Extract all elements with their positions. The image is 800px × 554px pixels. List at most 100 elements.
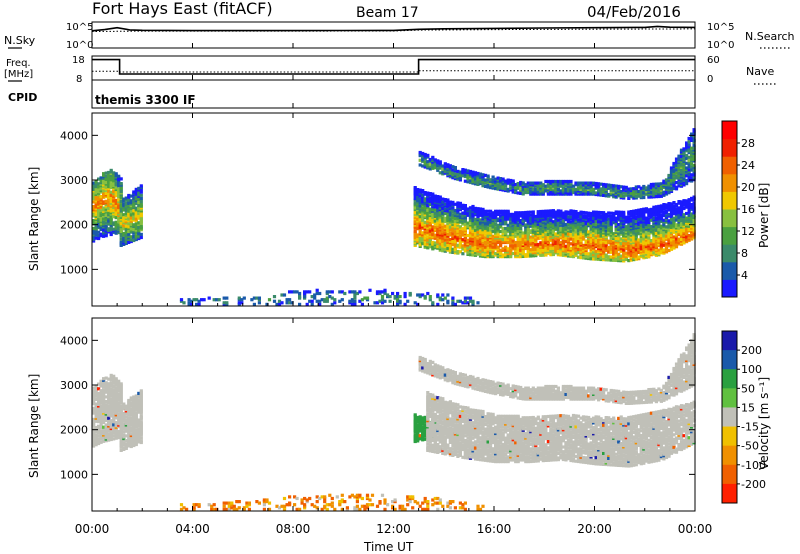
- cell: [589, 211, 593, 216]
- cell: [607, 185, 611, 189]
- cell: [672, 165, 676, 169]
- cell: [92, 226, 96, 231]
- cell: [476, 301, 480, 305]
- cell: [571, 217, 576, 221]
- cell: [436, 167, 440, 171]
- cell: [634, 194, 638, 198]
- cell: [614, 216, 618, 220]
- power-cbar-bin-6: [722, 173, 737, 192]
- cell: [564, 187, 568, 191]
- cell: [237, 301, 241, 305]
- cell: [519, 242, 523, 246]
- cell: [293, 290, 297, 294]
- cell: [549, 246, 553, 250]
- cell: [644, 227, 648, 231]
- cell: [122, 430, 126, 434]
- cell: [539, 181, 543, 185]
- cell: [581, 256, 586, 260]
- cell: [418, 197, 422, 202]
- cell: [679, 241, 684, 245]
- cell: [571, 187, 576, 191]
- cell: [584, 225, 588, 229]
- cell: [634, 224, 638, 228]
- cell: [629, 238, 633, 242]
- cell: [672, 238, 676, 242]
- cell: [546, 209, 550, 213]
- cell: [124, 198, 128, 202]
- cell: [669, 233, 674, 237]
- cell: [609, 233, 613, 237]
- cell: [581, 237, 586, 241]
- cell: [589, 226, 593, 230]
- cell: [599, 236, 603, 240]
- cell: [649, 186, 653, 190]
- cell: [674, 202, 679, 207]
- cell: [519, 244, 523, 248]
- cell: [531, 213, 535, 217]
- cell: [685, 171, 689, 175]
- cell: [134, 222, 138, 226]
- cell: [674, 245, 679, 249]
- cell: [574, 181, 578, 185]
- cell: [107, 404, 111, 408]
- cell: [624, 192, 628, 196]
- cell: [531, 210, 535, 214]
- cell: [431, 160, 435, 164]
- cell: [637, 244, 641, 248]
- cell: [119, 211, 123, 215]
- cell: [252, 302, 256, 306]
- cell: [642, 189, 646, 193]
- cell: [556, 226, 560, 230]
- cell: [481, 239, 485, 243]
- cell: [466, 296, 470, 300]
- cell: [639, 208, 643, 212]
- cell: [607, 255, 611, 259]
- cell: [576, 240, 581, 244]
- cell: [478, 248, 483, 252]
- cell: [584, 217, 588, 221]
- cell: [443, 248, 447, 252]
- cell: [524, 253, 528, 257]
- cell: [122, 213, 126, 217]
- cell: [677, 184, 681, 188]
- cell: [353, 299, 357, 303]
- cell: [416, 202, 420, 206]
- cell: [491, 211, 495, 215]
- cell: [669, 182, 674, 186]
- cell: [647, 241, 651, 245]
- cell: [677, 175, 681, 179]
- cell: [132, 234, 136, 238]
- cell: [559, 209, 563, 213]
- cell: [380, 295, 385, 299]
- cell: [127, 208, 131, 212]
- cell: [421, 151, 425, 156]
- cell: [418, 152, 422, 156]
- cell: [446, 236, 450, 240]
- cell: [453, 167, 457, 171]
- power-cbar-bin-2: [722, 244, 737, 263]
- cell: [313, 296, 317, 300]
- cell: [574, 247, 578, 251]
- cell: [365, 296, 370, 300]
- cell: [657, 251, 661, 255]
- cell: [107, 189, 111, 193]
- cell: [426, 291, 430, 296]
- cell: [431, 192, 435, 196]
- cell: [94, 185, 98, 189]
- cell: [627, 190, 631, 194]
- nave-min: 0: [707, 74, 713, 85]
- cell: [310, 299, 314, 303]
- cell: [403, 302, 407, 306]
- cell: [556, 187, 560, 191]
- cell: [607, 223, 611, 228]
- cell: [478, 207, 483, 211]
- cell: [483, 253, 488, 257]
- cell: [504, 237, 508, 241]
- cell: [499, 242, 503, 246]
- cell: [461, 171, 465, 175]
- cell: [566, 223, 571, 227]
- cell: [481, 248, 485, 252]
- cell: [629, 211, 633, 215]
- cell: [672, 163, 676, 167]
- cell: [117, 220, 121, 224]
